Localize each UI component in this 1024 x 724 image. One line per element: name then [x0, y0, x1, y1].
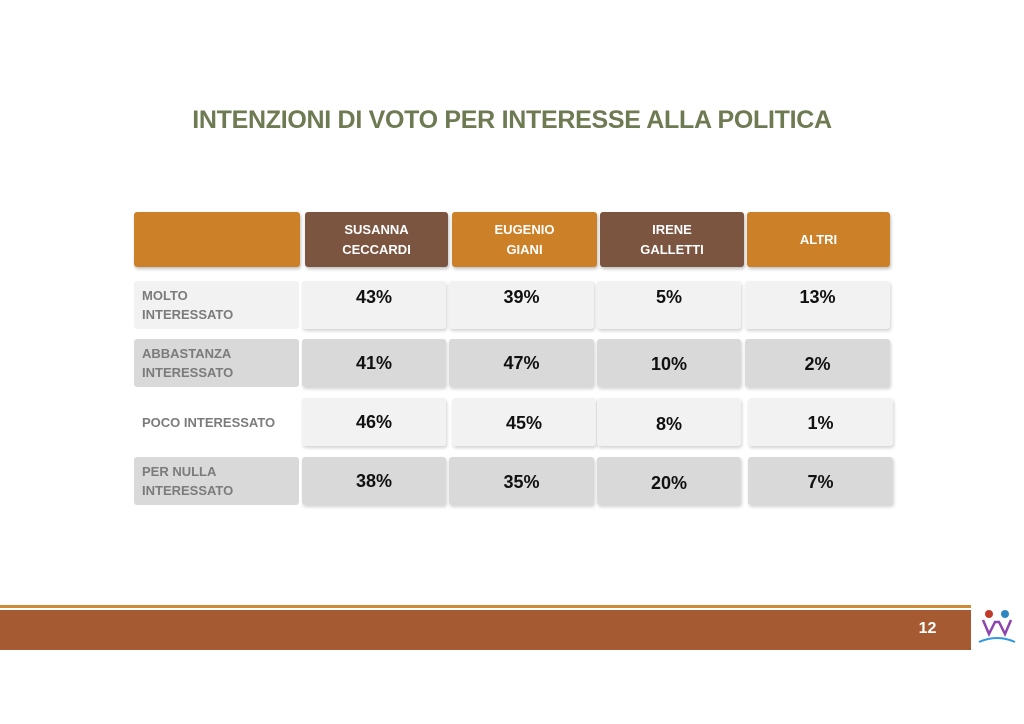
row-label-poco: POCO INTERESSATO [134, 398, 299, 446]
column-header-giani: EUGENIO GIANI [452, 212, 597, 267]
value-cell: 38% [302, 457, 446, 505]
value-cell: 39% [449, 281, 594, 329]
header-corner-cell [134, 212, 300, 267]
row-label-line1: PER NULLA [142, 464, 217, 479]
row-label-abbastanza: ABBASTANZA INTERESSATO [134, 339, 299, 387]
row-label-line2: INTERESSATO [142, 365, 234, 380]
value-text: 43% [355, 287, 393, 307]
value-text: 10% [650, 354, 688, 374]
value-text: 7% [807, 472, 834, 492]
value-cell: 10% [597, 339, 741, 387]
value-cell: 2% [745, 339, 890, 387]
value-text: 8% [655, 414, 682, 434]
column-header-line1: IRENE [652, 221, 692, 237]
value-cell: 5% [597, 281, 741, 329]
value-text: 47% [503, 353, 540, 373]
value-cell: 35% [449, 457, 594, 505]
row-label-line1: MOLTO [142, 288, 188, 303]
value-cell: 46% [302, 398, 446, 446]
column-header-line1: EUGENIO [494, 221, 555, 237]
column-header-line2: GALLETTI [640, 241, 704, 257]
value-text: 45% [505, 413, 543, 433]
value-cell: 8% [597, 398, 741, 446]
value-text: 1% [807, 413, 834, 433]
value-text: 2% [804, 354, 831, 374]
row-label-line1: ABBASTANZA [142, 346, 232, 361]
value-cell: 47% [449, 339, 594, 387]
column-header-galletti: IRENE GALLETTI [600, 212, 744, 267]
row-label-line2: INTERESSATO [142, 307, 234, 322]
page-title: INTENZIONI DI VOTO PER INTERESSE ALLA PO… [192, 106, 832, 134]
value-text: 38% [355, 471, 393, 491]
column-header-line2: GIANI [506, 241, 543, 257]
value-cell: 43% [302, 281, 446, 329]
column-header-line2: CECCARDI [342, 241, 411, 257]
value-text: 13% [799, 287, 836, 307]
column-header-ceccardi: SUSANNA CECCARDI [305, 212, 448, 267]
value-text: 39% [503, 287, 540, 307]
footer-accent-line [0, 605, 971, 608]
column-header-line1: ALTRI [799, 231, 838, 247]
winpoll-logo [973, 604, 1021, 652]
row-label-line1: POCO INTERESSATO [142, 414, 276, 430]
value-cell: 1% [748, 398, 893, 446]
column-header-altri: ALTRI [747, 212, 890, 267]
value-text: 20% [650, 473, 688, 493]
row-label-line2: INTERESSATO [142, 483, 234, 498]
value-text: 5% [655, 287, 682, 307]
value-cell: 41% [302, 339, 446, 387]
row-label-per-nulla: PER NULLA INTERESSATO [134, 457, 299, 505]
value-text: 46% [355, 412, 393, 432]
value-cell: 13% [745, 281, 890, 329]
value-text: 35% [503, 472, 540, 492]
footer-bar [0, 610, 971, 650]
row-label-molto: MOLTO INTERESSATO [134, 281, 299, 329]
value-text: 41% [355, 353, 393, 373]
logo-graphic [978, 610, 1016, 643]
column-header-line1: SUSANNA [344, 221, 409, 237]
value-cell: 20% [597, 457, 741, 505]
value-cell: 7% [748, 457, 893, 505]
value-cell: 45% [452, 398, 596, 446]
page-number: 12 [918, 620, 937, 637]
